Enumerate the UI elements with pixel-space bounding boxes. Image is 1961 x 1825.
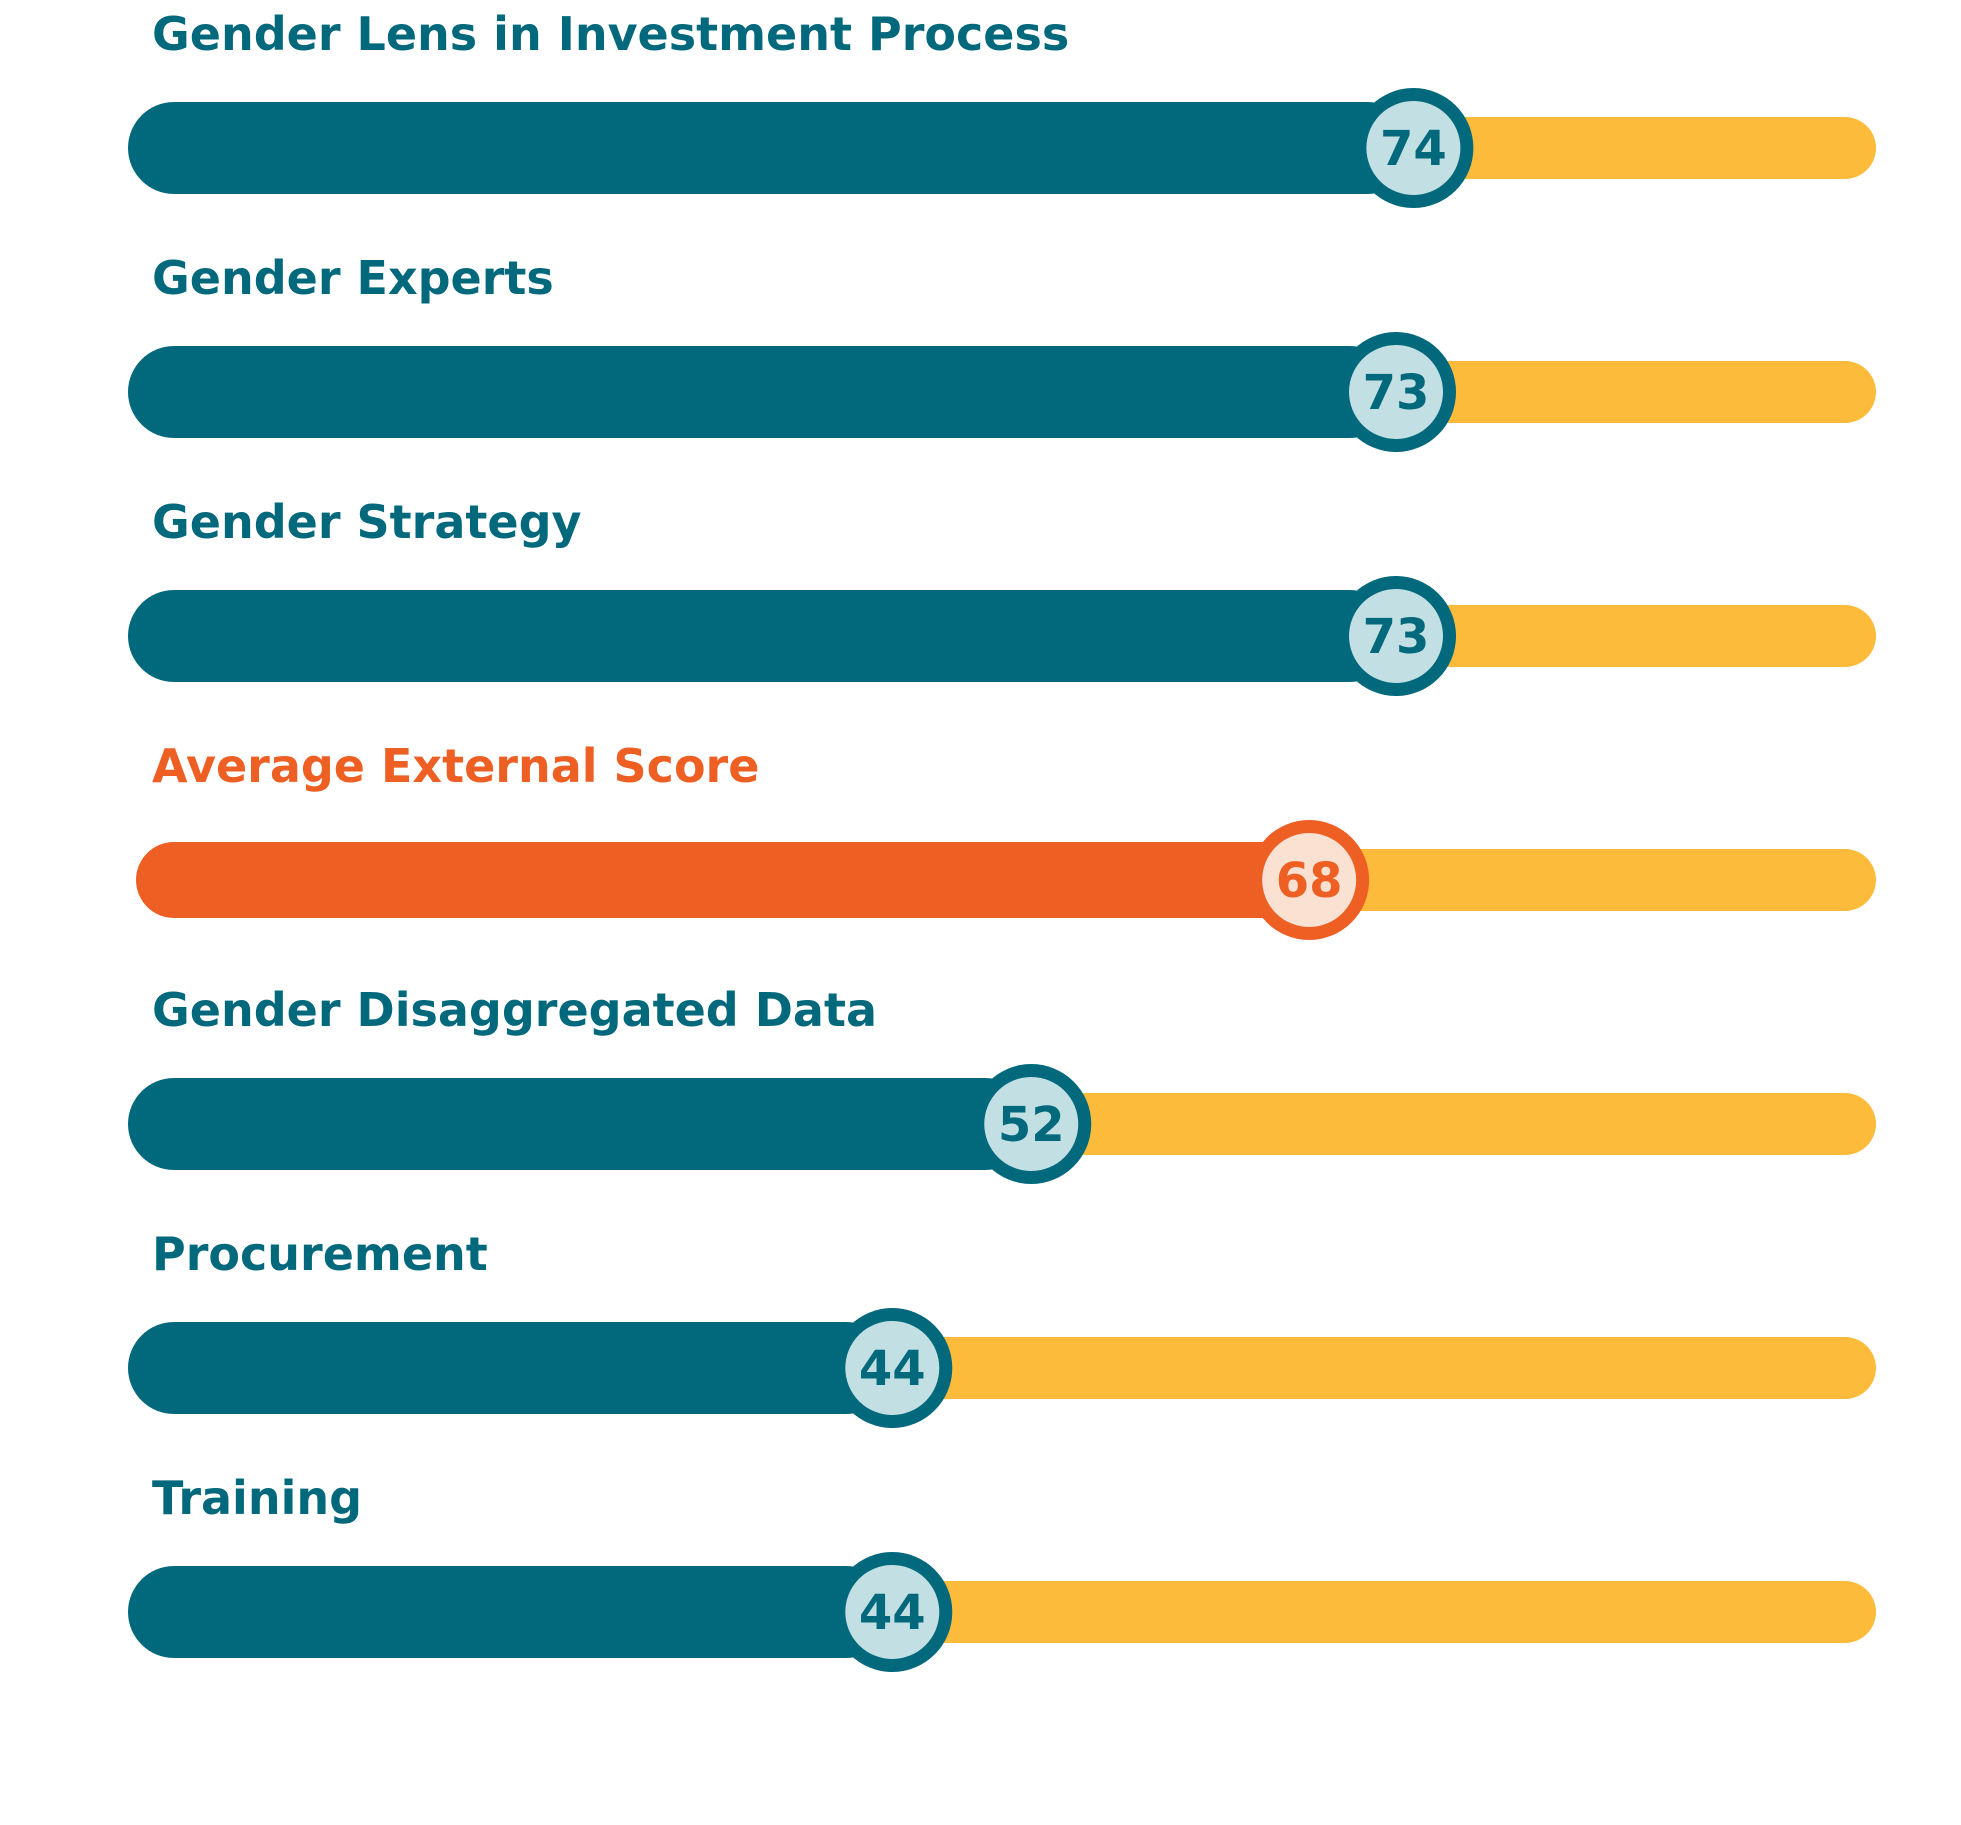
category-label: Training bbox=[152, 1471, 362, 1525]
bar-row: Average External Score 68 bbox=[136, 739, 1876, 940]
bar bbox=[128, 1078, 1032, 1170]
bar-row: Gender Strategy 73 bbox=[128, 495, 1876, 696]
value-bubble-inner bbox=[1366, 101, 1461, 195]
value-label: 73 bbox=[1363, 609, 1430, 665]
bar bbox=[128, 1322, 893, 1414]
bar-row: Gender Experts 73 bbox=[128, 251, 1876, 452]
category-label: Procurement bbox=[152, 1227, 488, 1281]
value-label: 44 bbox=[859, 1585, 926, 1641]
category-label: Gender Lens in Investment Process bbox=[152, 7, 1069, 61]
category-label: Gender Disaggregated Data bbox=[152, 983, 877, 1037]
value-bubble-inner bbox=[984, 1077, 1079, 1171]
bar-row: Gender Disaggregated Data 52 bbox=[128, 983, 1876, 1184]
bar bbox=[128, 102, 1414, 194]
value-label: 52 bbox=[998, 1097, 1065, 1153]
track bbox=[1011, 1093, 1876, 1155]
value-bubble-inner bbox=[1349, 345, 1444, 439]
value-label: 73 bbox=[1363, 365, 1430, 421]
track bbox=[1393, 117, 1876, 179]
value-label: 74 bbox=[1380, 121, 1447, 177]
category-label: Gender Experts bbox=[152, 251, 554, 305]
bar bbox=[128, 1566, 893, 1658]
track bbox=[1376, 605, 1876, 667]
value-bubble-inner bbox=[845, 1321, 940, 1415]
bar bbox=[128, 590, 1397, 682]
bar bbox=[128, 346, 1397, 438]
track bbox=[1376, 361, 1876, 423]
bar bbox=[136, 842, 1310, 918]
bar-row: Gender Lens in Investment Process 74 bbox=[128, 7, 1876, 208]
track bbox=[1289, 849, 1876, 911]
bar-row: Procurement 44 bbox=[128, 1227, 1876, 1428]
value-label: 44 bbox=[859, 1341, 926, 1397]
category-label: Average External Score bbox=[152, 739, 759, 793]
track bbox=[872, 1337, 1876, 1399]
value-bubble-inner bbox=[1262, 833, 1357, 927]
category-label: Gender Strategy bbox=[152, 495, 581, 549]
value-label: 68 bbox=[1276, 853, 1343, 909]
value-bubble-inner bbox=[1349, 589, 1444, 683]
bar-row: Training 44 bbox=[128, 1471, 1876, 1672]
value-bubble-inner bbox=[845, 1565, 940, 1659]
track bbox=[872, 1581, 1876, 1643]
